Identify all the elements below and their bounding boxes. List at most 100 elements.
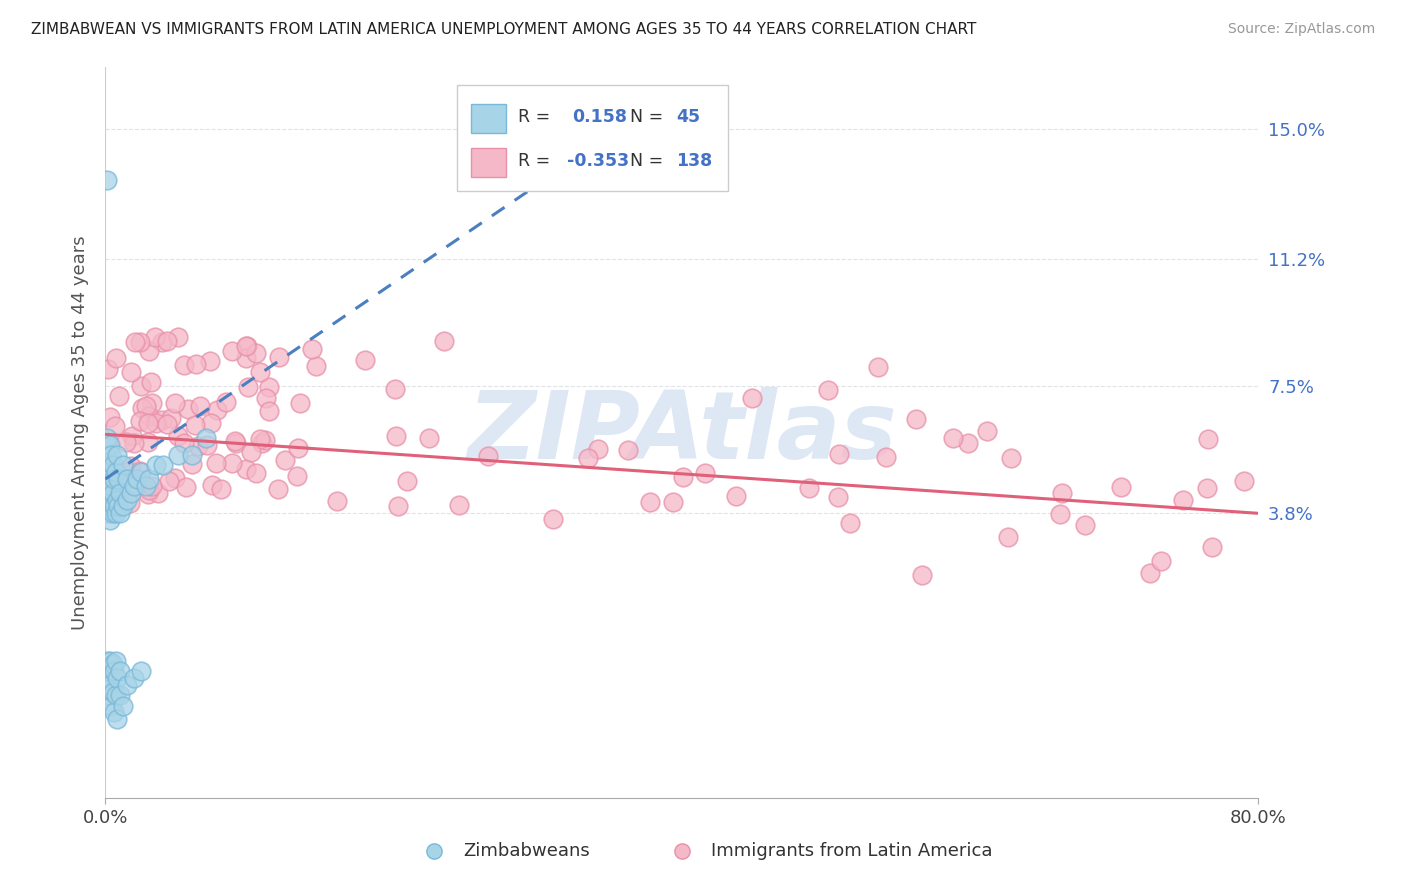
- Point: [150, 413, 173, 427]
- Point: [103, 500, 125, 514]
- FancyBboxPatch shape: [471, 104, 506, 134]
- Point: [108, 506, 131, 520]
- Point: [98, 678, 121, 692]
- Point: [156, 334, 179, 348]
- Point: [1074, 518, 1097, 533]
- Point: [96, 448, 118, 462]
- Point: [97, 665, 120, 679]
- Point: [1201, 540, 1223, 554]
- Point: [166, 429, 188, 443]
- Point: [235, 339, 257, 353]
- Point: [107, 472, 129, 486]
- Point: [97, 458, 120, 473]
- Point: [1197, 432, 1219, 446]
- Point: [120, 464, 142, 478]
- Point: [115, 472, 138, 486]
- Point: [100, 479, 122, 493]
- Point: [96, 671, 118, 685]
- Point: [111, 698, 134, 713]
- Point: [97, 472, 120, 486]
- Point: [139, 375, 162, 389]
- Point: [100, 410, 122, 425]
- Point: [957, 435, 980, 450]
- FancyBboxPatch shape: [471, 148, 506, 178]
- Point: [201, 478, 224, 492]
- Point: [138, 472, 160, 486]
- Point: [125, 477, 148, 491]
- Point: [976, 425, 998, 439]
- Point: [235, 462, 257, 476]
- Point: [269, 351, 291, 365]
- Point: [287, 442, 309, 456]
- Point: [1049, 507, 1071, 521]
- Point: [200, 416, 222, 430]
- Point: [257, 403, 280, 417]
- Point: [107, 500, 129, 514]
- Point: [395, 474, 418, 488]
- Point: [1150, 554, 1173, 568]
- FancyBboxPatch shape: [457, 86, 728, 191]
- Point: [108, 689, 131, 703]
- Point: [163, 396, 186, 410]
- Text: N =: N =: [630, 152, 664, 169]
- Point: [104, 654, 127, 668]
- Text: Zimbabweans: Zimbabweans: [463, 842, 589, 860]
- Point: [101, 485, 124, 500]
- Point: [447, 498, 470, 512]
- Point: [305, 359, 328, 373]
- Point: [152, 458, 174, 473]
- Point: [245, 346, 267, 360]
- Point: [115, 678, 138, 692]
- Point: [1171, 493, 1194, 508]
- Point: [104, 465, 127, 479]
- Point: [108, 485, 131, 500]
- Point: [576, 451, 599, 466]
- Text: ZIMBABWEAN VS IMMIGRANTS FROM LATIN AMERICA UNEMPLOYMENT AMONG AGES 35 TO 44 YEA: ZIMBABWEAN VS IMMIGRANTS FROM LATIN AMER…: [31, 22, 976, 37]
- Point: [209, 482, 232, 496]
- Point: [138, 416, 160, 430]
- Point: [98, 492, 121, 507]
- Point: [166, 448, 188, 462]
- Point: [225, 436, 247, 450]
- Y-axis label: Unemployment Among Ages 35 to 44 years: Unemployment Among Ages 35 to 44 years: [70, 235, 89, 630]
- Point: [827, 490, 849, 504]
- Point: [640, 495, 662, 509]
- Point: [143, 330, 166, 344]
- Point: [98, 654, 121, 668]
- Point: [157, 474, 180, 488]
- Point: [672, 470, 695, 484]
- Point: [96, 654, 118, 668]
- Point: [98, 485, 121, 500]
- Point: [215, 395, 238, 409]
- Point: [105, 671, 128, 685]
- Point: [301, 342, 323, 356]
- Point: [257, 379, 280, 393]
- Point: [166, 329, 188, 343]
- Point: [235, 351, 257, 366]
- Point: [103, 472, 125, 486]
- Point: [100, 698, 122, 713]
- Point: [135, 479, 157, 493]
- Point: [145, 416, 167, 430]
- Point: [111, 500, 134, 514]
- Point: [129, 334, 152, 349]
- Point: [586, 442, 609, 456]
- Point: [477, 449, 499, 463]
- Point: [250, 435, 273, 450]
- Point: [136, 435, 159, 450]
- Point: [104, 351, 127, 366]
- Point: [100, 500, 122, 514]
- Point: [616, 442, 638, 457]
- Point: [122, 436, 145, 450]
- Point: [138, 409, 160, 423]
- Point: [101, 506, 124, 520]
- Text: Source: ZipAtlas.com: Source: ZipAtlas.com: [1227, 22, 1375, 37]
- Point: [138, 486, 160, 500]
- Point: [101, 657, 124, 672]
- Point: [98, 513, 121, 527]
- Point: [100, 448, 122, 462]
- Point: [163, 471, 186, 485]
- Point: [108, 665, 131, 679]
- Text: 45: 45: [676, 108, 700, 126]
- Point: [104, 419, 127, 434]
